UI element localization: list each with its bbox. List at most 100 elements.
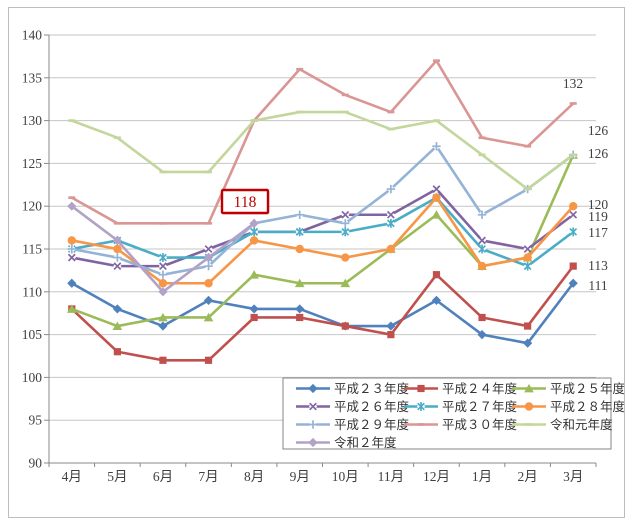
series-marker-h27: [477, 244, 487, 254]
series-marker-h27: [341, 227, 350, 237]
x-axis-label: 11月: [378, 469, 405, 484]
series-marker-h30: [569, 102, 577, 105]
series-marker-h25: [340, 278, 351, 288]
series-marker-h28: [67, 236, 76, 245]
series-marker-h24: [113, 348, 121, 356]
x-axis-label: 6月: [153, 469, 173, 484]
series-marker-h24: [569, 262, 577, 270]
legend-marker-h29: [308, 420, 318, 429]
x-axis-label: 1月: [472, 469, 492, 484]
series-marker-h26: [158, 261, 168, 271]
legend-item-label: 平成２７年度: [442, 399, 518, 414]
y-axis-label: 140: [22, 28, 43, 43]
legend-item-label: 令和元年度: [550, 417, 613, 432]
series-marker-h25: [112, 321, 123, 330]
series-marker-h26: [523, 244, 532, 254]
y-axis-label: 125: [22, 156, 43, 171]
series-marker-h30: [432, 59, 440, 62]
legend-item-label: 平成２４年度: [442, 381, 518, 396]
series-marker-h23: [295, 304, 305, 314]
series-marker-h27: [569, 227, 578, 237]
series-marker-h30: [524, 144, 532, 148]
series-marker-h23: [431, 295, 442, 305]
legend-marker-h27: [416, 402, 426, 411]
series-marker-h25: [66, 304, 77, 313]
legend-marker-r02: [308, 437, 318, 448]
series-marker-h28: [295, 244, 304, 254]
series-marker-h24: [159, 356, 167, 364]
series-marker-r01: [432, 119, 440, 122]
x-axis-label: 12月: [423, 469, 450, 484]
series-marker-h28: [113, 244, 122, 254]
x-axis-label: 2月: [518, 469, 538, 484]
series-marker-h29: [341, 219, 350, 228]
series-marker-h24: [387, 331, 395, 339]
series-line-h30: [70, 59, 575, 225]
series-marker-h28: [432, 193, 441, 202]
x-axis-label: 3月: [563, 469, 583, 484]
series-line-h29: [70, 144, 575, 276]
series-marker-h28: [249, 236, 259, 245]
legend-item-label: 平成２３年度: [334, 381, 410, 396]
series-marker-r02: [203, 252, 214, 263]
legend-item-label: 平成３０年度: [442, 417, 518, 432]
series-marker-r02: [112, 235, 122, 246]
legend-item-label: 平成２９年度: [334, 417, 410, 432]
series-marker-h29: [113, 253, 122, 262]
series-marker-h27: [386, 218, 396, 228]
legend-item-label: 平成２８年度: [550, 399, 626, 414]
series-marker-r01: [113, 136, 121, 140]
y-axis-label: 115: [22, 242, 42, 257]
series-marker-r01: [387, 127, 395, 131]
series-marker-h26: [113, 261, 122, 271]
series-line-h28: [70, 196, 575, 285]
data-label: 126: [588, 123, 609, 138]
series-marker-h28: [204, 279, 213, 288]
series-marker-h25: [249, 270, 259, 279]
data-label: 120: [588, 197, 609, 212]
series-marker-h23: [158, 321, 168, 331]
legend-marker-h24: [417, 384, 425, 393]
y-axis-label: 110: [22, 284, 42, 299]
series-marker-r01: [341, 110, 349, 114]
series-marker-h29: [67, 244, 76, 254]
data-label: 126: [588, 146, 609, 161]
x-axis-label: 5月: [107, 469, 127, 484]
series-marker-r01: [250, 119, 258, 122]
series-marker-r01: [569, 153, 577, 157]
legend-marker-h30: [417, 423, 425, 426]
series-marker-r01: [296, 110, 304, 114]
series-marker-h26: [67, 253, 76, 262]
series-marker-h29: [386, 184, 396, 194]
series-marker-h24: [296, 313, 304, 322]
x-axis-label: 4月: [62, 469, 82, 484]
series-marker-r01: [68, 119, 76, 122]
series-marker-h28: [523, 253, 532, 262]
series-marker-h30: [113, 222, 121, 225]
series-marker-h25: [294, 278, 305, 288]
series-marker-h28: [158, 279, 168, 288]
y-axis-label: 95: [29, 413, 43, 428]
legend-marker-r01: [525, 423, 533, 426]
series-marker-h24: [341, 322, 349, 330]
series-marker-h30: [159, 222, 167, 225]
series-line-h27: [70, 196, 575, 268]
series-marker-r01: [524, 187, 532, 191]
x-axis-label: 7月: [198, 469, 218, 484]
series-marker-h24: [204, 356, 213, 364]
series-marker-h23: [523, 338, 533, 348]
series-marker-r02: [249, 218, 259, 228]
series-marker-h28: [386, 244, 396, 254]
series-marker-h25: [431, 210, 442, 219]
series-marker-r01: [205, 170, 213, 174]
series-line-h23: [70, 281, 575, 345]
series-marker-h29: [158, 270, 168, 279]
series-line-h24: [70, 264, 575, 362]
y-axis-label: 100: [22, 370, 43, 385]
y-axis-label: 105: [22, 327, 43, 342]
data-label: 132: [563, 76, 583, 91]
legend-item-label: 平成２５年度: [550, 381, 626, 396]
series-marker-h28: [341, 253, 350, 262]
series-line-r01: [70, 110, 575, 191]
y-axis-label: 120: [22, 199, 43, 214]
